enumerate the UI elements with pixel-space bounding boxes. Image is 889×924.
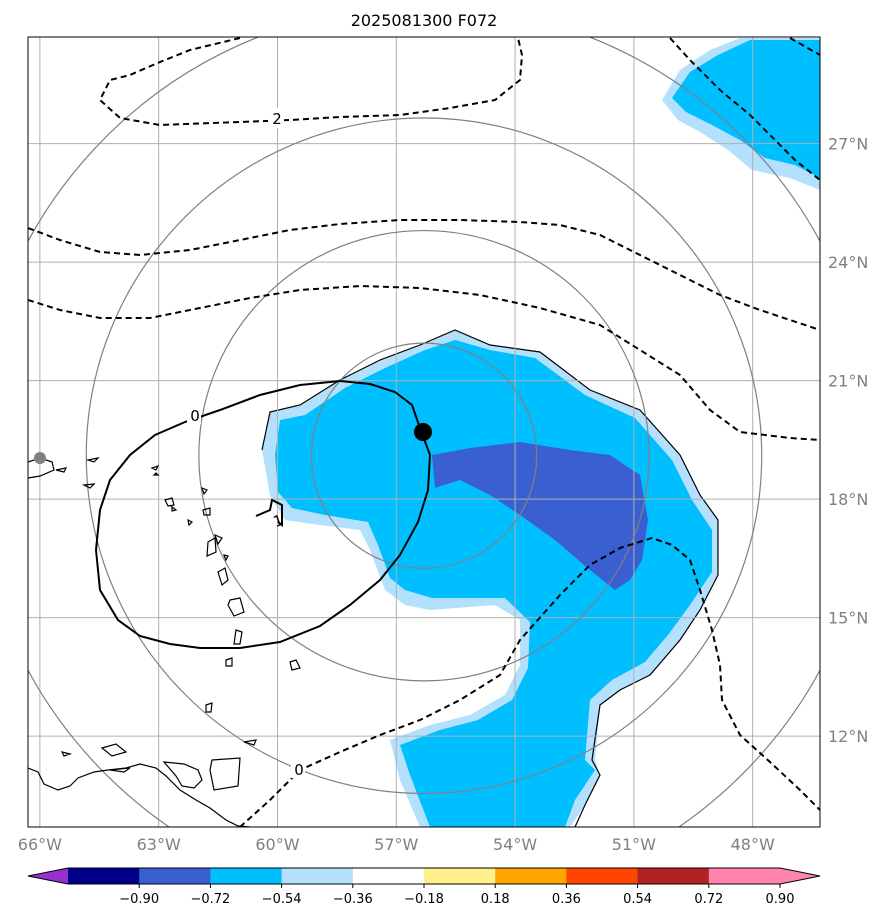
lat-tick-label: 15°N [828, 609, 868, 628]
storm-center-marker [414, 423, 432, 441]
colorbar-segment [281, 868, 354, 884]
lon-tick-label: 63°W [137, 835, 181, 854]
lat-tick-label: 21°N [828, 372, 868, 391]
coast-venezuela [28, 743, 251, 827]
lat-tick-label: 24°N [828, 253, 868, 272]
latitude-tick-labels: 27°N 24°N 21°N 18°N 15°N 12°N [828, 135, 868, 747]
map-area: 2 0 1 0 [28, 37, 820, 827]
dashed-contour-south-0 [239, 536, 820, 827]
coast-virgin-islands [55, 457, 100, 489]
field-outline [261, 329, 719, 827]
colorbar-segment [352, 868, 425, 884]
dashed-contour-mid [28, 284, 820, 441]
colorbar-segment [424, 868, 496, 884]
range-ring [310, 342, 538, 569]
coast-islands-south [205, 702, 257, 746]
dashed-contour-northeast [669, 37, 820, 181]
lat-tick-label: 18°N [828, 490, 868, 509]
colorbar-segment [495, 868, 567, 884]
colorbar-segment [708, 868, 781, 884]
solid-contour-zero [94, 379, 432, 649]
colorbar-tick-label: −0.18 [404, 892, 444, 907]
lat-tick-label: 27°N [828, 135, 868, 154]
colorbar-tick-label: 0.72 [694, 892, 723, 907]
coast-barbados [289, 659, 301, 671]
dashed-contour-northeast-2 [789, 37, 820, 56]
colorbar-tick-label: −0.36 [333, 892, 373, 907]
contour-label-2: 2 [272, 110, 282, 128]
colorbar-extend-low [28, 868, 68, 884]
colorbar-tick-label: −0.72 [190, 892, 230, 907]
coastlines [28, 457, 301, 827]
contour-labels: 2 0 1 0 [187, 108, 305, 779]
dashed-contours [28, 37, 820, 827]
lon-tick-label: 66°W [18, 835, 62, 854]
colorbar-extend-high [780, 868, 820, 884]
colorbar-tick-label: 0.36 [552, 892, 581, 907]
lon-tick-label: 54°W [493, 835, 537, 854]
colorbar-tick-label: 0.54 [623, 892, 652, 907]
range-ring [198, 229, 650, 682]
colorbar-outline [27, 867, 821, 885]
colorbar-segment [139, 868, 211, 884]
colorbar-segment [68, 868, 140, 884]
figure-title: 2025081300 F072 [351, 11, 498, 30]
gridlines [28, 37, 820, 827]
lat-tick-label: 12°N [828, 727, 868, 746]
solid-contour-one [255, 498, 283, 527]
lon-tick-label: 60°W [255, 835, 299, 854]
contour-label-0-south: 0 [294, 761, 304, 779]
lon-tick-label: 57°W [374, 835, 418, 854]
longitude-tick-labels: 66°W 63°W 60°W 57°W 54°W 51°W 48°W [18, 835, 775, 854]
map-frame [27, 36, 821, 828]
solid-contours [94, 379, 432, 649]
colorbar-tick-label: 0.90 [766, 892, 795, 907]
colorbar-tick-label: 0.18 [481, 892, 510, 907]
reference-point-marker [34, 452, 46, 464]
contour-label-0-north: 0 [190, 407, 200, 425]
colorbar-segment [210, 868, 283, 884]
field-fill-dark [432, 442, 648, 590]
colorbar-tick-label: −0.54 [262, 892, 302, 907]
colorbar: −0.90 −0.72 −0.54 −0.36 −0.18 0.18 0.36 0.54 0.7… [27, 867, 821, 907]
lon-tick-label: 51°W [612, 835, 656, 854]
colorbar-segment [637, 868, 710, 884]
colorbar-tick-label: −0.90 [119, 892, 159, 907]
range-rings [28, 37, 820, 827]
dashed-contour-north-2 [98, 37, 524, 127]
lon-tick-label: 48°W [731, 835, 775, 854]
range-ring [85, 117, 763, 795]
coast-islands-leeward [150, 464, 245, 667]
colorbar-segment [566, 868, 639, 884]
